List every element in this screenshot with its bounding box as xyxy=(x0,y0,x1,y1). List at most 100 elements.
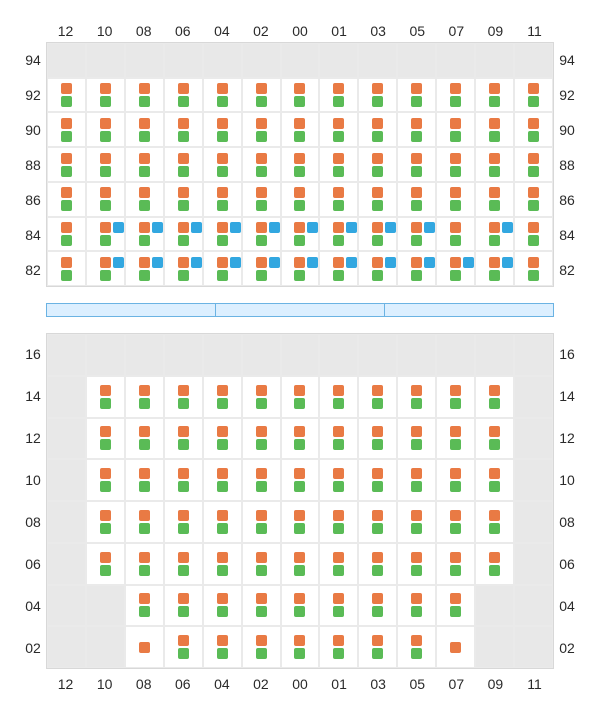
cell-markers xyxy=(333,635,344,659)
marker-orange xyxy=(489,187,500,198)
cell-markers xyxy=(294,635,305,659)
cell-markers xyxy=(100,187,111,211)
grid-cell xyxy=(514,251,553,286)
grid-cell xyxy=(475,217,514,252)
x-axis-label: 10 xyxy=(85,676,124,692)
grid-cell xyxy=(203,543,242,585)
grid-cell xyxy=(475,112,514,147)
marker-green xyxy=(372,606,383,617)
grid-cell xyxy=(514,376,553,418)
cell-markers xyxy=(294,426,305,450)
marker-orange xyxy=(450,510,461,521)
cell-markers xyxy=(528,257,539,281)
grid-cell xyxy=(319,418,358,460)
cell-markers xyxy=(450,385,461,409)
grid-cell xyxy=(397,251,436,286)
cell-markers xyxy=(294,510,305,534)
cell-markers xyxy=(100,552,111,576)
cell-markers xyxy=(489,187,500,211)
grid-cell xyxy=(475,147,514,182)
cell-markers xyxy=(61,118,72,142)
cell-markers xyxy=(372,552,383,576)
marker-orange xyxy=(372,153,383,164)
cell-markers xyxy=(489,468,500,492)
grid-cell xyxy=(475,501,514,543)
marker-orange xyxy=(450,187,461,198)
marker-orange xyxy=(100,468,111,479)
separator-segment xyxy=(385,304,553,316)
cell-markers xyxy=(489,552,500,576)
x-axis-label: 06 xyxy=(163,23,202,39)
grid-cell xyxy=(164,147,203,182)
grid-cell xyxy=(47,543,86,585)
grid-row xyxy=(47,501,553,543)
cell-markers xyxy=(100,510,111,534)
marker-green xyxy=(178,166,189,177)
marker-orange xyxy=(450,642,461,653)
marker-green xyxy=(256,523,267,534)
marker-green xyxy=(333,481,344,492)
marker-green xyxy=(217,439,228,450)
grid-cell xyxy=(47,626,86,668)
marker-orange xyxy=(294,552,305,563)
marker-orange xyxy=(139,118,150,129)
grid-cell xyxy=(203,251,242,286)
grid-cell xyxy=(475,182,514,217)
cell-markers xyxy=(372,187,383,211)
cell-markers xyxy=(372,153,383,177)
cell-markers xyxy=(61,222,72,246)
marker-green xyxy=(411,523,422,534)
grid-cell xyxy=(164,217,203,252)
cell-markers xyxy=(139,187,150,211)
grid-cell xyxy=(514,334,553,376)
marker-orange xyxy=(372,552,383,563)
marker-orange xyxy=(372,257,383,268)
cell-markers xyxy=(256,593,267,617)
grid-cell xyxy=(319,334,358,376)
grid-cell xyxy=(436,626,475,668)
marker-orange xyxy=(333,83,344,94)
grid-cell xyxy=(164,112,203,147)
marker-orange xyxy=(411,257,422,268)
grid-cell xyxy=(475,251,514,286)
marker-orange xyxy=(178,552,189,563)
cell-markers xyxy=(139,552,150,576)
grid-cell xyxy=(164,376,203,418)
marker-orange xyxy=(217,468,228,479)
bottom-grid xyxy=(46,333,554,669)
x-axis-label: 08 xyxy=(124,23,163,39)
grid-cell xyxy=(125,626,164,668)
marker-green xyxy=(372,131,383,142)
marker-orange xyxy=(411,593,422,604)
marker-orange xyxy=(256,426,267,437)
marker-green xyxy=(450,565,461,576)
grid-cell xyxy=(164,543,203,585)
marker-orange xyxy=(450,257,461,268)
marker-green xyxy=(217,200,228,211)
marker-orange xyxy=(178,118,189,129)
marker-green xyxy=(294,166,305,177)
grid-cell xyxy=(242,112,281,147)
grid-cell xyxy=(397,585,436,627)
grid-cell xyxy=(436,418,475,460)
marker-green xyxy=(489,481,500,492)
marker-green xyxy=(100,96,111,107)
cell-markers xyxy=(256,468,267,492)
cell-markers xyxy=(256,385,267,409)
grid-row xyxy=(47,334,553,376)
marker-green xyxy=(411,565,422,576)
grid-cell xyxy=(436,217,475,252)
marker-orange xyxy=(333,187,344,198)
grid-cell xyxy=(164,585,203,627)
marker-green xyxy=(217,166,228,177)
marker-orange xyxy=(256,257,267,268)
marker-green xyxy=(294,606,305,617)
marker-green xyxy=(489,96,500,107)
grid-cell xyxy=(281,217,320,252)
cell-markers xyxy=(333,510,344,534)
marker-orange xyxy=(450,552,461,563)
marker-orange xyxy=(294,426,305,437)
marker-green xyxy=(100,523,111,534)
marker-green xyxy=(256,200,267,211)
marker-green xyxy=(139,235,150,246)
